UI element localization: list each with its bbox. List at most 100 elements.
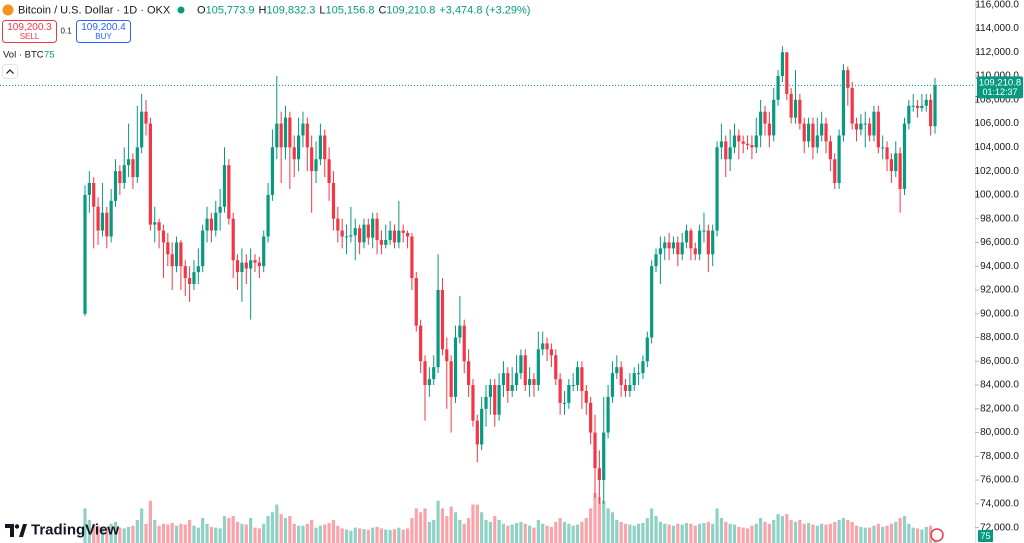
candle-body <box>397 230 401 243</box>
volume-bar <box>222 516 227 543</box>
candle-body <box>837 135 841 184</box>
candle-body <box>257 262 261 267</box>
volume-bar <box>571 525 575 543</box>
candle-body <box>728 147 732 160</box>
candle-body <box>532 379 536 386</box>
volume-bar <box>802 523 806 543</box>
candle-body <box>881 147 885 149</box>
candle-body <box>484 396 488 409</box>
candle-body <box>575 367 580 386</box>
buy-price[interactable]: 109,200.4 <box>81 22 126 33</box>
candle-body <box>497 385 501 415</box>
volume-bar <box>894 521 898 543</box>
candle-body <box>218 206 222 213</box>
candle-body <box>767 123 771 136</box>
candle-body <box>562 402 567 404</box>
buy-button[interactable]: 109,200.4 BUY <box>76 20 131 43</box>
candle-body <box>632 373 636 386</box>
volume-bar <box>615 519 619 543</box>
sell-button[interactable]: 109,200.3 SELL <box>2 20 57 43</box>
volume-bar <box>632 525 636 543</box>
volume-bar <box>584 518 588 543</box>
volume-bar <box>575 524 580 543</box>
candle-body <box>192 272 196 285</box>
volume-bar <box>650 508 654 543</box>
sell-box[interactable] <box>2 20 57 43</box>
y-tick-label: 114,000.0 <box>975 23 1019 34</box>
volume-bar <box>872 525 876 543</box>
volume-bar <box>218 528 222 543</box>
volume-bar <box>562 521 567 543</box>
candle-body <box>528 379 532 386</box>
volume-bar <box>763 521 767 543</box>
volume-bar <box>161 523 166 543</box>
candle-body <box>619 367 623 386</box>
volume-bar <box>253 527 257 543</box>
volume-bar <box>183 524 187 543</box>
candle-body <box>719 141 724 148</box>
volume-bar <box>314 527 318 543</box>
volume-bar <box>514 523 519 543</box>
volume-bar <box>126 526 131 543</box>
candle-body <box>201 230 205 267</box>
volume-bar <box>174 525 179 543</box>
candle-body <box>597 468 601 481</box>
candle-body <box>205 218 209 231</box>
volume-bar <box>623 523 628 543</box>
volume-bar <box>148 500 152 543</box>
candle-body <box>628 385 632 391</box>
collapse-box[interactable] <box>2 64 18 79</box>
logo-dot[interactable] <box>14 524 20 529</box>
y-tick-label: 74,000.0 <box>980 498 1019 509</box>
volume-bar <box>920 529 924 543</box>
candle-body <box>209 218 214 231</box>
volume-bar <box>196 527 200 543</box>
candle-body <box>567 385 571 403</box>
logo-text[interactable]: TradingView <box>31 521 119 538</box>
candle-body <box>270 147 275 195</box>
volume-bar <box>558 518 562 543</box>
volume-bar <box>87 519 91 543</box>
volume-bar <box>327 523 331 543</box>
volume-bar <box>684 523 689 543</box>
candle-body <box>754 135 758 148</box>
buy-box[interactable] <box>76 20 131 43</box>
volume-bar <box>100 527 105 543</box>
candle-body <box>174 242 179 267</box>
candle-body <box>340 230 344 237</box>
collapse-button[interactable] <box>2 64 18 79</box>
volume-bar <box>597 496 601 543</box>
candle-body <box>898 153 902 189</box>
ohlc-label: C <box>378 4 386 16</box>
volume-bar <box>140 508 144 543</box>
candle-body <box>475 420 479 445</box>
volume-scale-label: 75 <box>980 531 990 541</box>
volume-bar <box>737 526 741 543</box>
logo-icon[interactable] <box>5 524 27 537</box>
collapse-icon[interactable] <box>6 69 14 74</box>
volume-bar <box>654 516 658 543</box>
market-status[interactable] <box>177 6 185 14</box>
volume-bar <box>362 529 366 543</box>
candle-body <box>763 111 767 124</box>
volume-bar <box>414 508 418 543</box>
buy-label[interactable]: BUY <box>95 32 112 41</box>
volume-bar <box>711 523 715 543</box>
y-tick-label: 80,000.0 <box>980 427 1019 438</box>
candle-body <box>501 373 506 386</box>
sell-label[interactable]: SELL <box>20 32 40 41</box>
candle-body <box>83 194 87 314</box>
logo[interactable]: TradingView <box>5 521 119 538</box>
candle-body <box>671 242 676 249</box>
y-tick-label: 92,000.0 <box>980 285 1019 296</box>
candle-body <box>488 385 492 397</box>
volume-bar <box>205 523 209 543</box>
sell-price[interactable]: 109,200.3 <box>7 22 52 33</box>
candle-body <box>863 123 867 125</box>
candle-body <box>353 228 357 236</box>
volume-bar <box>358 528 362 543</box>
volume-bar <box>820 523 824 543</box>
volume-bar <box>828 523 832 543</box>
volume-bar <box>554 521 558 543</box>
